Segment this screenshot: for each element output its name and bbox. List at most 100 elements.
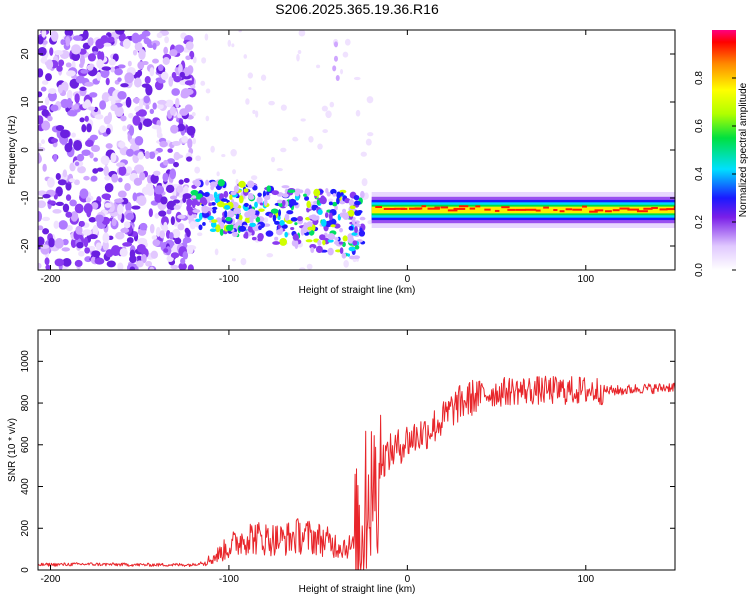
noise-blob <box>280 104 287 111</box>
y-tick-label: 600 <box>20 436 31 453</box>
noise-blob <box>333 41 338 48</box>
signal-blob <box>342 208 347 213</box>
noise-blob <box>38 91 43 98</box>
noise-blob <box>103 165 109 177</box>
noise-blob <box>107 36 115 43</box>
noise-blob <box>133 77 142 88</box>
noise-blob <box>138 49 146 60</box>
noise-blob <box>57 179 67 186</box>
noise-blob <box>66 89 73 100</box>
signal-blob <box>287 189 296 194</box>
signal-blob <box>336 191 342 199</box>
steady-line-core <box>394 207 405 210</box>
noise-blob <box>116 203 124 215</box>
noise-blob <box>321 105 328 112</box>
noise-blob <box>164 36 170 44</box>
signal-blob <box>354 200 361 206</box>
steady-line-core <box>383 207 396 210</box>
signal-blob <box>317 209 323 215</box>
signal-blob <box>281 185 290 189</box>
signal-blob <box>333 240 341 245</box>
noise-blob <box>185 41 194 51</box>
noise-blob <box>149 67 155 77</box>
signal-blob <box>243 188 249 193</box>
noise-blob <box>163 221 168 231</box>
y-tick-label: -20 <box>20 238 31 253</box>
signal-blob <box>233 185 240 193</box>
noise-blob <box>117 77 122 82</box>
signal-blob <box>360 190 365 199</box>
noise-blob <box>48 88 57 95</box>
signal-blob <box>306 200 311 208</box>
noise-blob <box>53 220 60 229</box>
noise-blob <box>79 188 89 199</box>
signal-blob <box>291 239 299 247</box>
signal-blob <box>223 190 229 198</box>
signal-blob <box>279 227 283 234</box>
noise-blob <box>332 65 337 72</box>
signal-blob <box>258 208 265 212</box>
steady-line-core <box>515 208 526 211</box>
x-tick-label: -200 <box>40 274 60 285</box>
signal-blob <box>254 210 260 215</box>
signal-blob <box>268 213 273 218</box>
steady-line-core <box>666 208 675 211</box>
signal-blob <box>321 219 327 227</box>
signal-blob <box>238 195 244 204</box>
noise-blob <box>154 213 160 219</box>
signal-blob <box>303 222 308 227</box>
noise-blob <box>169 168 177 180</box>
noise-blob <box>171 71 177 79</box>
noise-blob <box>165 100 174 108</box>
noise-blob <box>84 247 91 254</box>
signal-blob <box>223 205 231 210</box>
noise-blob <box>94 257 105 265</box>
noise-blob <box>42 228 50 235</box>
steady-line-core <box>589 210 598 213</box>
noise-blob <box>151 124 161 130</box>
signal-blob <box>243 202 249 207</box>
noise-blob <box>119 247 128 257</box>
signal-blob <box>209 193 214 202</box>
signal-blob <box>195 218 201 222</box>
signal-blob <box>294 222 298 226</box>
noise-blob <box>181 135 189 143</box>
steady-line-core <box>427 207 440 210</box>
noise-blob <box>197 232 203 237</box>
spectrogram-x-axis: -200 -100 0 100 <box>40 30 595 285</box>
noise-blob <box>150 250 159 259</box>
noise-blob <box>50 30 59 42</box>
noise-blob <box>38 262 42 269</box>
noise-blob <box>178 63 183 75</box>
signal-blob <box>352 240 358 246</box>
noise-blob <box>96 167 104 172</box>
noise-blob <box>47 115 53 122</box>
spectrogram-x-label: Height of straight line (km) <box>299 285 416 296</box>
noise-blob <box>38 46 47 57</box>
colorbar-tick-label: 0.6 <box>694 119 705 133</box>
noise-blob <box>55 201 64 207</box>
steady-line-core <box>651 207 658 210</box>
noise-blob <box>38 68 44 78</box>
noise-blob <box>104 202 112 208</box>
noise-blob <box>42 194 51 199</box>
snr-y-axis: 0 200 400 600 800 1000 <box>20 350 675 573</box>
noise-blob <box>87 106 96 111</box>
noise-blob <box>136 244 146 253</box>
noise-blob <box>74 93 80 104</box>
noise-blob <box>340 68 344 75</box>
noise-blob <box>129 125 135 136</box>
signal-blob <box>211 219 218 223</box>
noise-blob <box>85 139 94 147</box>
noise-blob <box>315 64 321 69</box>
noise-blob <box>45 264 51 270</box>
noise-blob <box>79 86 87 91</box>
noise-blob <box>162 57 170 65</box>
noise-blob <box>66 70 76 77</box>
noise-blob <box>56 65 63 72</box>
signal-blob <box>305 239 313 243</box>
noise-blob <box>132 115 141 126</box>
signal-blob <box>208 202 213 207</box>
noise-blob <box>185 55 191 61</box>
noise-blob <box>153 170 161 176</box>
